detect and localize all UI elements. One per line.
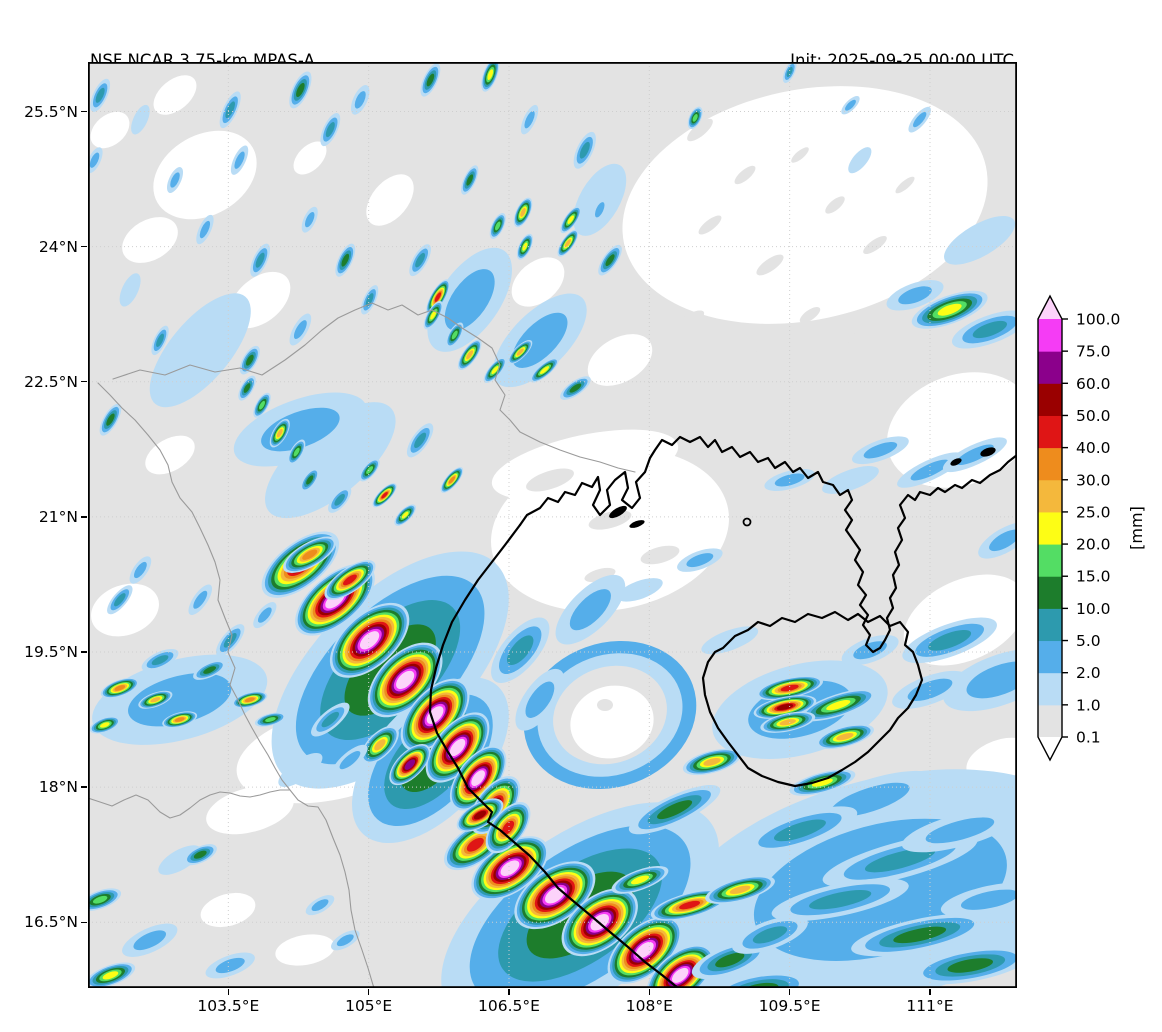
colorbar-tick-label: 0.1 — [1076, 729, 1101, 747]
x-tick-label: 105°E — [345, 997, 393, 1015]
x-tick-label: 109.5°E — [758, 997, 821, 1015]
colorbar-tick-label: 30.0 — [1076, 471, 1111, 489]
x-tick-mark — [788, 989, 791, 995]
colorbar-tick-label: 20.0 — [1076, 536, 1111, 554]
colorbar: 0.1 1.0 2.0 5.0 10.0 15.0 20.0 25.0 30.0 40.0 50.0… — [1037, 294, 1146, 762]
x-tick-mark — [367, 989, 370, 995]
colorbar-tick-label: 25.0 — [1076, 503, 1111, 521]
y-tick-mark — [81, 516, 87, 518]
x-tick-mark — [227, 989, 230, 995]
y-tick-label: 22.5°N — [24, 372, 78, 391]
y-tick-mark — [81, 110, 87, 113]
colorbar-unit-label: [mm] — [1127, 506, 1146, 550]
precipitation-map-canvas — [88, 62, 1017, 988]
colorbar-tick-label: 1.0 — [1076, 696, 1101, 714]
colorbar-tick-label: 100.0 — [1076, 311, 1120, 329]
y-tick-label: 18°N — [38, 778, 78, 797]
x-tick-mark — [929, 989, 931, 995]
colorbar-tick-label: 15.0 — [1076, 568, 1111, 586]
colorbar-tick-label: 60.0 — [1076, 375, 1111, 393]
colorbar-tick-label: 2.0 — [1076, 664, 1101, 682]
colorbar-tick-label: 40.0 — [1076, 439, 1111, 457]
x-tick-mark — [648, 989, 651, 995]
colorbar-tick-label: 75.0 — [1076, 343, 1111, 361]
colorbar-tick-label: 5.0 — [1076, 632, 1101, 650]
y-tick-label: 19.5°N — [24, 643, 78, 661]
x-tick-mark — [508, 989, 510, 995]
x-tick-label: 103.5°E — [197, 997, 260, 1015]
y-tick-mark — [81, 921, 87, 923]
x-tick-label: 108°E — [625, 997, 673, 1015]
y-tick-label: 21°N — [38, 507, 78, 526]
y-tick-mark — [81, 786, 87, 788]
y-tick-mark — [81, 381, 87, 383]
y-tick-mark — [81, 245, 87, 248]
y-tick-label: 24°N — [38, 237, 78, 256]
y-tick-label: 25.5°N — [24, 102, 78, 121]
x-tick-label: 111°E — [906, 997, 954, 1015]
x-tick-label: 106.5°E — [478, 997, 540, 1015]
colorbar-tick-label: 50.0 — [1076, 407, 1111, 425]
y-tick-mark — [81, 651, 87, 653]
colorbar-tick-label: 10.0 — [1076, 600, 1111, 618]
y-tick-label: 16.5°N — [24, 913, 78, 932]
